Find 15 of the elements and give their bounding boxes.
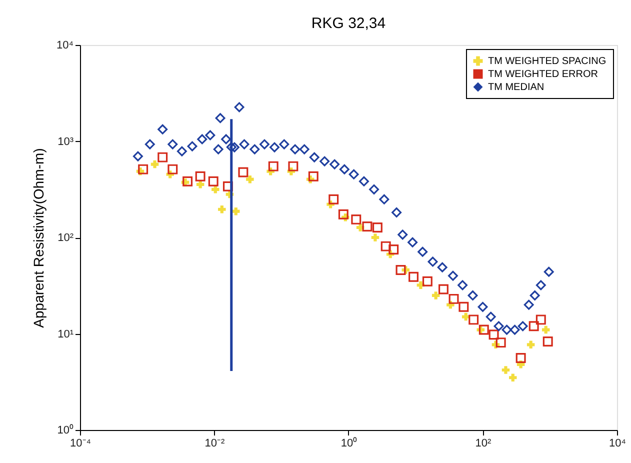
y-tick-label: 10³ [58, 136, 74, 148]
legend-label: TM MEDIAN [488, 82, 544, 93]
x-tick-label: 10⁰ [340, 436, 358, 450]
y-tick-label: 10⁴ [56, 40, 74, 52]
x-tick-label: 10⁻⁴ [70, 438, 92, 450]
y-tick-label: 10¹ [58, 328, 74, 340]
y-tick-label: 10² [58, 232, 74, 244]
legend-label: TM WEIGHTED ERROR [488, 69, 598, 80]
y-tick-label: 10⁰ [57, 424, 74, 436]
x-tick-label: 10² [475, 438, 492, 450]
x-tick-label: 10⁴ [609, 438, 626, 450]
y-axis-title: Apparent Resistivity(Ohm-m) [30, 148, 47, 328]
x-tick-label: 10⁻² [204, 438, 226, 450]
legend-label: TM WEIGHTED SPACING [488, 56, 606, 67]
chart-title: RKG 32,34 [311, 15, 386, 32]
